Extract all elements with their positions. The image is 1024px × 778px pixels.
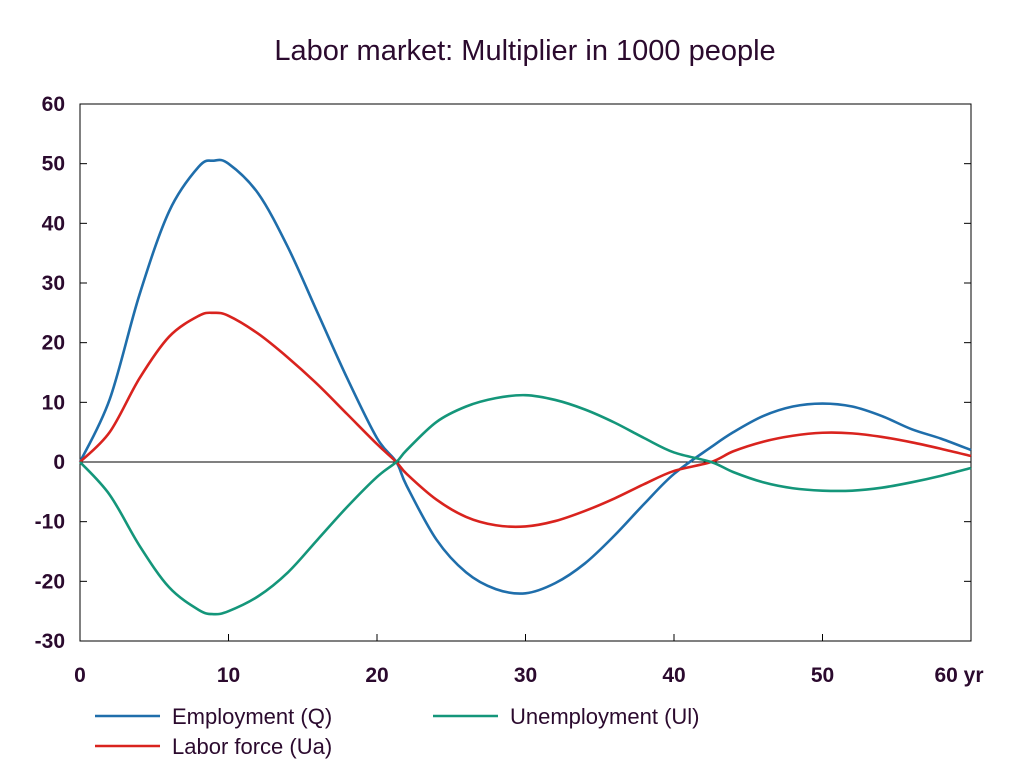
x-tick-label: 60 yr — [934, 664, 983, 687]
legend-label-employment-q: Employment (Q) — [172, 704, 332, 729]
y-tick-label: -10 — [35, 511, 65, 534]
series-line-unemployment-ul — [79, 393, 972, 616]
y-tick-label: 30 — [42, 272, 65, 295]
y-tick-label: -20 — [35, 570, 65, 593]
x-tick-label: 0 — [74, 664, 86, 687]
series-line-labor-force-ua — [79, 311, 972, 529]
x-tick-label: 30 — [514, 664, 537, 687]
y-tick-label: 0 — [53, 451, 65, 474]
series-layer — [78, 158, 972, 616]
y-tick-label: 50 — [42, 153, 65, 176]
legend-label-unemployment-ul: Unemployment (Ul) — [510, 704, 700, 729]
y-tick-label: 20 — [42, 332, 65, 355]
axes: -30 -20 -10 0 10 20 30 40 50 60 0 10 20 30 40 50 60 yr — [35, 93, 984, 687]
series-line-employment-q — [78, 158, 972, 595]
plot-frame — [79, 103, 972, 642]
y-tick-label: 40 — [42, 212, 65, 235]
x-tick-label: 50 — [811, 664, 834, 687]
y-tick-label: 10 — [42, 391, 65, 414]
x-tick-label: 40 — [662, 664, 685, 687]
x-tick-label: 20 — [365, 664, 388, 687]
legend-label-labor-force-ua: Labor force (Ua) — [172, 734, 332, 759]
y-tick-label: -30 — [35, 630, 65, 653]
legend: Employment (Q) Unemployment (Ul) Labor for… — [95, 704, 700, 759]
x-tick-label: 10 — [217, 664, 240, 687]
y-tick-label: 60 — [42, 93, 65, 116]
chart-title: Labor market: Multiplier in 1000 people — [274, 35, 775, 67]
